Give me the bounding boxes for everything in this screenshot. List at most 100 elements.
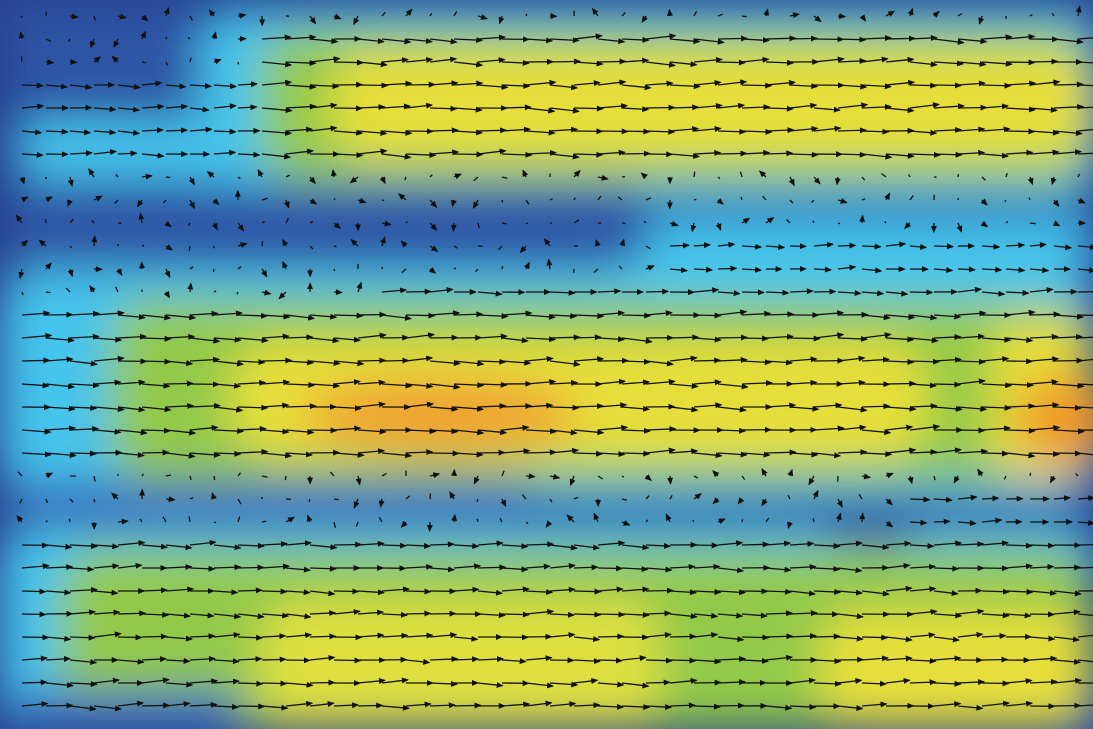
vector-arrow — [957, 286, 982, 293]
vector-arrow — [285, 314, 316, 321]
vector-arrow — [1005, 337, 1034, 343]
vector-arrow — [957, 427, 986, 434]
vector-arrow — [597, 703, 625, 710]
vector-arrow — [981, 656, 1009, 663]
vector-arrow — [477, 449, 506, 456]
vector-arrow — [333, 588, 360, 595]
vector-arrow — [473, 176, 479, 182]
vector-arrow — [405, 38, 433, 44]
vector-arrow — [669, 267, 688, 274]
vector-arrow — [429, 405, 459, 412]
vector-arrow — [477, 589, 503, 596]
vector-arrow — [597, 310, 625, 317]
vector-arrow — [261, 333, 290, 340]
vector-arrow — [381, 153, 412, 160]
vector-arrow — [1051, 12, 1055, 17]
vector-arrow — [405, 428, 437, 435]
vector-arrow — [165, 701, 191, 708]
vector-arrow — [213, 83, 237, 90]
vector-arrow — [741, 266, 763, 273]
vector-arrow — [933, 636, 960, 643]
vector-arrow — [285, 148, 314, 155]
vector-arrow — [141, 587, 168, 594]
vector-arrow — [813, 658, 842, 665]
vector-arrow — [573, 356, 605, 363]
vector-arrow — [1029, 589, 1057, 596]
vector-arrow — [357, 197, 367, 204]
vector-arrow — [212, 268, 215, 273]
vector-arrow — [573, 450, 604, 457]
vector-arrow — [282, 238, 289, 247]
vector-arrow — [45, 425, 77, 432]
vector-arrow — [693, 171, 696, 178]
heat-cyan — [600, 220, 1093, 270]
vector-arrow — [213, 310, 243, 317]
vector-arrow — [909, 586, 937, 593]
vector-arrow — [477, 222, 480, 229]
vector-arrow — [981, 382, 1013, 389]
vector-arrow — [765, 79, 796, 86]
vector-arrow — [765, 449, 797, 456]
vector-arrow — [501, 59, 530, 66]
vector-arrow — [597, 58, 627, 65]
vector-arrow — [45, 291, 51, 294]
vector-arrow — [981, 60, 1013, 67]
vector-arrow — [885, 677, 911, 684]
vector-arrow — [1005, 542, 1033, 549]
vector-arrow — [189, 106, 210, 113]
vector-arrow — [597, 79, 627, 86]
vector-arrow — [1029, 106, 1058, 113]
vector-arrow — [909, 289, 934, 296]
vector-arrow — [525, 37, 554, 44]
vector-arrow — [213, 632, 241, 638]
vector-arrow — [237, 151, 261, 158]
vector-arrow — [885, 405, 917, 412]
vector-arrow — [981, 126, 1011, 133]
vector-arrow — [213, 564, 242, 571]
vector-arrow — [333, 129, 364, 136]
vector-arrow — [21, 82, 44, 89]
vector-arrow — [380, 236, 386, 247]
vector-arrow — [909, 151, 941, 158]
vector-arrow — [885, 562, 911, 569]
vector-arrow — [621, 611, 650, 618]
vector-arrow — [93, 379, 122, 386]
vector-arrow — [189, 15, 194, 21]
vector-arrow — [45, 196, 53, 203]
vector-arrow — [261, 428, 290, 435]
vector-arrow — [789, 12, 800, 19]
vector-arrow — [21, 239, 29, 247]
vector-arrow — [285, 60, 317, 67]
vector-arrow — [741, 380, 773, 387]
vector-arrow — [693, 379, 722, 386]
vector-arrow — [669, 126, 700, 133]
vector-arrow — [669, 83, 701, 90]
vector-arrow — [45, 83, 68, 90]
vector-arrow — [933, 38, 965, 45]
vector-arrow — [861, 634, 889, 641]
vector-arrow — [861, 35, 892, 42]
vector-arrow — [165, 657, 191, 664]
vector-arrow — [1005, 267, 1026, 274]
vector-arrow — [765, 540, 792, 547]
vector-arrow — [93, 589, 119, 596]
vector-arrow — [237, 266, 242, 270]
vector-arrow — [141, 473, 145, 477]
vector-arrow — [21, 357, 51, 364]
vector-arrow — [549, 126, 579, 133]
vector-arrow — [16, 515, 24, 523]
vector-arrow — [165, 474, 172, 477]
vector-arrow — [429, 566, 456, 573]
vector-arrow — [333, 657, 362, 664]
vector-arrow — [261, 107, 293, 114]
vector-arrow — [1077, 314, 1093, 316]
vector-arrow — [381, 452, 413, 459]
vector-arrow — [981, 450, 1009, 457]
vector-arrow — [309, 313, 338, 320]
vector-arrow — [717, 265, 738, 272]
vector-arrow — [501, 266, 504, 270]
vector-arrow — [980, 220, 989, 228]
vector-arrow — [1077, 613, 1093, 617]
vector-arrow — [357, 311, 387, 318]
vector-arrow — [237, 81, 258, 88]
